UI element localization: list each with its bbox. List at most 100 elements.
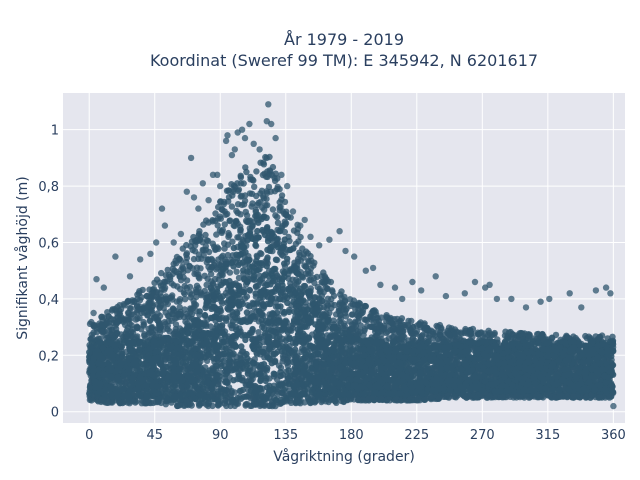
data-point <box>208 278 215 285</box>
data-point <box>221 240 228 247</box>
data-point <box>198 292 205 299</box>
data-point <box>171 267 178 274</box>
data-point <box>195 255 202 262</box>
data-point <box>146 329 153 336</box>
data-point <box>196 228 203 235</box>
data-point <box>207 270 215 278</box>
data-point <box>181 306 188 313</box>
data-point <box>221 221 228 228</box>
data-point <box>181 296 189 303</box>
data-point <box>204 256 212 264</box>
data-point <box>224 251 232 259</box>
data-point <box>114 318 121 325</box>
data-point <box>226 232 233 239</box>
data-point <box>161 278 169 286</box>
data-point <box>598 332 606 339</box>
data-point <box>332 311 340 318</box>
data-point <box>257 198 264 206</box>
data-point <box>242 402 249 409</box>
data-point <box>200 221 207 228</box>
data-point <box>336 317 343 325</box>
data-point <box>582 332 589 340</box>
data-point <box>191 300 198 307</box>
data-point <box>311 259 318 266</box>
data-point <box>324 285 331 293</box>
data-point <box>136 297 144 304</box>
data-point <box>222 211 229 218</box>
data-point <box>253 192 260 200</box>
data-point <box>188 311 196 318</box>
data-point <box>201 272 208 279</box>
data-point <box>383 312 390 319</box>
data-point <box>275 362 283 369</box>
data-point <box>98 328 106 335</box>
data-point <box>147 317 154 324</box>
data-point <box>246 286 253 294</box>
data-point <box>219 206 226 214</box>
data-point <box>307 265 315 272</box>
data-point <box>156 326 163 334</box>
data-point <box>352 306 359 313</box>
data-point <box>124 298 131 306</box>
data-point <box>365 395 372 403</box>
data-points <box>86 101 617 410</box>
data-point <box>389 333 396 341</box>
data-point <box>154 310 161 317</box>
data-point <box>109 326 116 334</box>
data-point <box>213 231 220 238</box>
data-point <box>419 331 426 339</box>
data-point <box>307 276 315 283</box>
data-point <box>162 293 170 300</box>
data-point <box>148 324 155 332</box>
data-point <box>127 305 135 312</box>
data-point <box>165 271 173 279</box>
data-point <box>221 245 228 252</box>
data-point <box>167 308 174 315</box>
data-point <box>349 311 356 318</box>
data-point <box>246 190 254 197</box>
data-point <box>378 314 385 321</box>
data-point <box>214 215 222 222</box>
data-point <box>179 245 186 252</box>
data-point <box>148 293 155 300</box>
data-point <box>378 395 385 403</box>
data-point <box>255 329 262 336</box>
data-point <box>318 297 326 305</box>
data-point <box>279 208 286 215</box>
data-point <box>98 313 105 321</box>
data-point <box>197 265 204 272</box>
data-point <box>252 206 259 214</box>
data-point <box>450 331 458 338</box>
data-point <box>380 325 387 333</box>
data-point <box>216 227 224 234</box>
data-point <box>196 275 203 282</box>
data-point <box>429 330 437 338</box>
data-point <box>230 182 238 189</box>
data-point <box>436 331 443 338</box>
data-point <box>183 277 191 284</box>
data-point <box>188 238 196 245</box>
data-point <box>176 304 183 311</box>
data-point <box>234 220 241 227</box>
data-point <box>252 401 259 408</box>
data-point <box>278 192 286 199</box>
data-point <box>467 326 474 334</box>
data-point <box>269 206 277 213</box>
data-point <box>244 236 252 243</box>
data-point <box>119 317 127 324</box>
data-point <box>168 294 175 301</box>
data-point <box>362 303 369 310</box>
data-point <box>341 293 348 301</box>
data-point <box>289 276 296 283</box>
data-point <box>117 306 125 313</box>
data-point <box>258 250 265 258</box>
data-point <box>435 395 443 402</box>
data-point <box>373 311 380 318</box>
data-point <box>253 168 260 175</box>
data-point <box>192 286 199 293</box>
data-point <box>264 173 271 181</box>
data-point <box>174 402 182 409</box>
data-point <box>240 201 248 208</box>
data-point <box>183 250 191 257</box>
